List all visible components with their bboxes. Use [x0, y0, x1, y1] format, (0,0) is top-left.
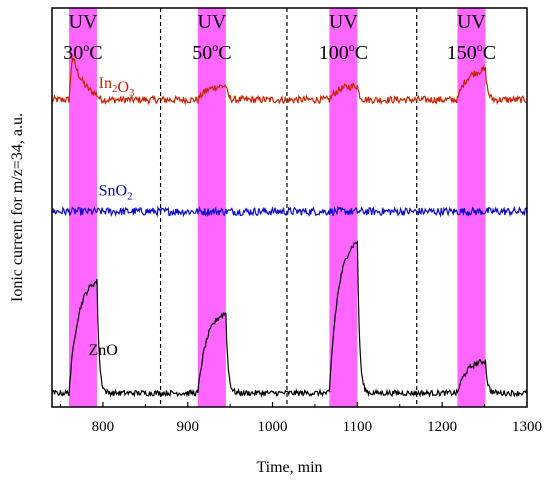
y-axis-title: Ionic current for m/z=34, a.u. [9, 113, 26, 302]
uv-label-top-1: UV [197, 11, 226, 33]
uv-band-3 [457, 8, 486, 407]
uv-label-top-2: UV [329, 11, 358, 33]
series-lines [51, 57, 528, 399]
series-line-2 [51, 240, 528, 399]
x-tick-label-2: 1000 [258, 419, 288, 435]
x-tick-label-3: 1100 [343, 419, 372, 435]
series-label-2: ZnO [88, 342, 117, 359]
uv-label-top-3: UV [457, 11, 486, 33]
uv-label-temp-3: 150oC [447, 40, 496, 64]
series-label-1: SnO2 [99, 183, 133, 203]
x-tick-label-1: 900 [176, 419, 199, 435]
uv-label-temp-0: 30oC [63, 40, 102, 64]
series-line-0 [51, 57, 528, 106]
x-tick-label-4: 1200 [427, 419, 457, 435]
x-tick-label-0: 800 [92, 419, 115, 435]
series-label-0: In2O3 [99, 75, 135, 99]
x-axis-title: Time, min [256, 459, 322, 476]
dividers [159, 8, 418, 407]
x-tick-label-5: 1300 [512, 419, 542, 435]
uv-band-2 [329, 8, 358, 407]
uv-label-temp-2: 100oC [319, 40, 368, 64]
uv-label-top-0: UV [69, 11, 98, 33]
x-ticks: 800 900 1000 1100 1200 1300 [59, 402, 542, 435]
uv-bands [68, 8, 486, 407]
plot-frame [51, 7, 528, 408]
uv-labels: UV 30oC UV 50oC UV 100oC UV 150oC [63, 11, 496, 64]
uv-band-1 [197, 8, 226, 407]
series-line-1 [51, 205, 528, 218]
series-labels: In2O3 SnO2 ZnO [88, 75, 135, 359]
plot-border [51, 7, 528, 408]
uv-band-0 [68, 8, 97, 407]
uv-label-temp-1: 50oC [192, 40, 231, 64]
